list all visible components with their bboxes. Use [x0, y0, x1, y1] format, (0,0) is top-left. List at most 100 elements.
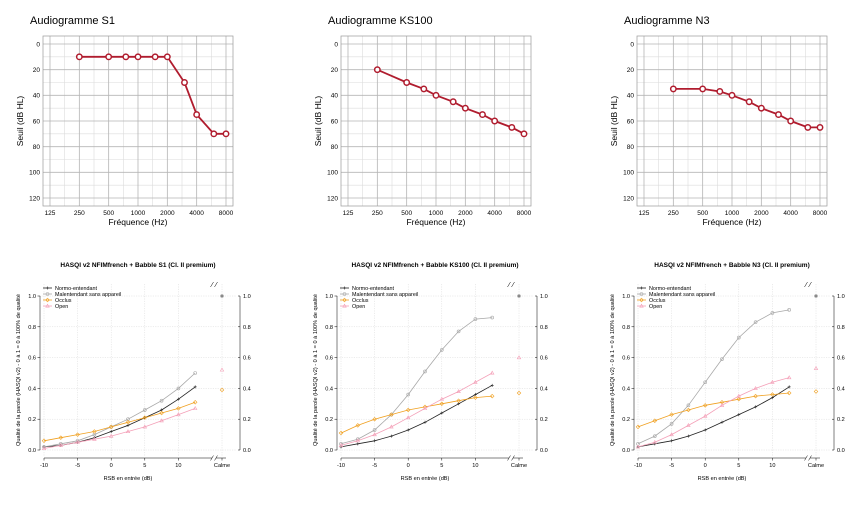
y-tick-label: 60 [33, 118, 41, 125]
x-tick-label: 0 [110, 463, 113, 469]
y-tick-label: 40 [33, 93, 41, 100]
legend-label: Occlus [55, 298, 72, 304]
series-point [406, 428, 410, 432]
series-point [176, 406, 181, 411]
right-y-tick-label: 0.6 [540, 356, 548, 362]
series-point [405, 415, 411, 420]
threshold-point [804, 123, 812, 131]
threshold-point [508, 123, 516, 131]
y-tick-label: 0 [36, 41, 40, 48]
y-axis-label: Qualité de la parole (HASQI v2) - 0 à 1 … [16, 294, 22, 446]
threshold-point [699, 85, 707, 93]
chart-title: HASQI v2 NFIMfrench + Babble S1 (Cl. II … [60, 262, 215, 269]
x-tick-label: 1000 [725, 210, 740, 217]
series-point [339, 445, 343, 449]
threshold-point [461, 104, 469, 112]
x-tick-label: 10 [472, 463, 478, 469]
series-point [736, 396, 742, 402]
legend-label: Malentendant sans appareil [649, 292, 715, 298]
series-point [176, 386, 181, 391]
series-line [43, 372, 196, 448]
right-y-tick-label: 1.0 [837, 294, 845, 300]
series-line [637, 377, 790, 448]
threshold-point [420, 85, 428, 93]
threshold-point [151, 53, 159, 61]
x-tick-label: 5 [440, 463, 443, 469]
calme-point [219, 367, 225, 372]
series-point [786, 390, 792, 396]
series-point [456, 398, 461, 403]
series-point [193, 371, 197, 375]
y-axis-label: Seuil (dB HL) [313, 96, 323, 147]
series-point [423, 420, 427, 424]
x-axis-label: RSB en entrée (dB) [698, 476, 747, 482]
y-tick-label: 20 [627, 67, 635, 74]
legend-label: Occlus [649, 298, 666, 304]
legend-label: Normo-entendant [352, 286, 394, 292]
audiogram-n3-chart: Audiogramme N3 125 250 500 1000 2000 4000 8000 0… [609, 15, 828, 227]
threshold-point [134, 53, 142, 61]
series-point [92, 436, 97, 441]
series-point [406, 392, 410, 397]
legend-label: Normo-entendant [55, 286, 97, 292]
legend-marker [342, 303, 347, 308]
series-point [670, 439, 674, 443]
series-point [75, 432, 80, 437]
series-point [490, 315, 494, 320]
series-point [686, 403, 691, 408]
series-point [703, 428, 707, 432]
series-point [440, 348, 444, 352]
axis-break-mark [210, 455, 214, 461]
series-point [770, 392, 775, 397]
y-tick-label: 60 [627, 118, 635, 125]
series-point [143, 408, 147, 412]
series-point [125, 420, 131, 425]
y-tick-label: 0.0 [325, 448, 333, 454]
series-point [770, 379, 775, 384]
series-line [340, 317, 493, 445]
chart-title: Audiogramme S1 [30, 15, 115, 27]
series-point [686, 407, 691, 413]
threshold-point [432, 91, 440, 99]
y-tick-label: 120 [327, 195, 338, 202]
threshold-point [716, 88, 724, 95]
threshold-point [757, 104, 765, 112]
threshold-point [816, 123, 824, 131]
calme-point [517, 294, 521, 298]
calme-point [813, 389, 819, 394]
x-tick-label: -10 [337, 463, 345, 469]
x-tick-label: 0 [407, 463, 410, 469]
legend-label: Open [55, 304, 68, 310]
series-point [389, 424, 394, 429]
y-tick-label: 0.2 [325, 417, 333, 423]
x-tick-label: 250 [668, 210, 679, 217]
y-tick-label: 0.6 [28, 356, 36, 362]
series-point [754, 405, 758, 409]
right-y-tick-label: 0.4 [837, 386, 845, 392]
threshold-point [210, 130, 218, 138]
series-point [192, 406, 198, 410]
series-point [787, 308, 791, 312]
right-y-tick-label: 0.0 [540, 448, 548, 454]
legend-label: Occlus [352, 298, 369, 304]
y-tick-label: 40 [331, 93, 339, 100]
legend-marker [343, 286, 346, 290]
series-point [142, 424, 148, 429]
legend-label: Open [649, 304, 662, 310]
right-y-tick-label: 1.0 [243, 294, 251, 300]
threshold-point [479, 111, 486, 119]
series-line [43, 408, 196, 449]
axis-break-mark [511, 455, 515, 461]
axis-break-mark [507, 455, 511, 461]
x-tick-label: 2000 [160, 210, 175, 217]
series-point [108, 433, 114, 438]
y-tick-label: 0.6 [325, 356, 333, 362]
series-point [159, 418, 164, 423]
y-tick-label: 120 [29, 195, 40, 202]
series-point [92, 429, 97, 434]
series-point [372, 428, 377, 432]
series-point [405, 407, 411, 413]
x-tick-label-calme: Calme [214, 463, 230, 469]
y-tick-label: 20 [33, 67, 41, 74]
